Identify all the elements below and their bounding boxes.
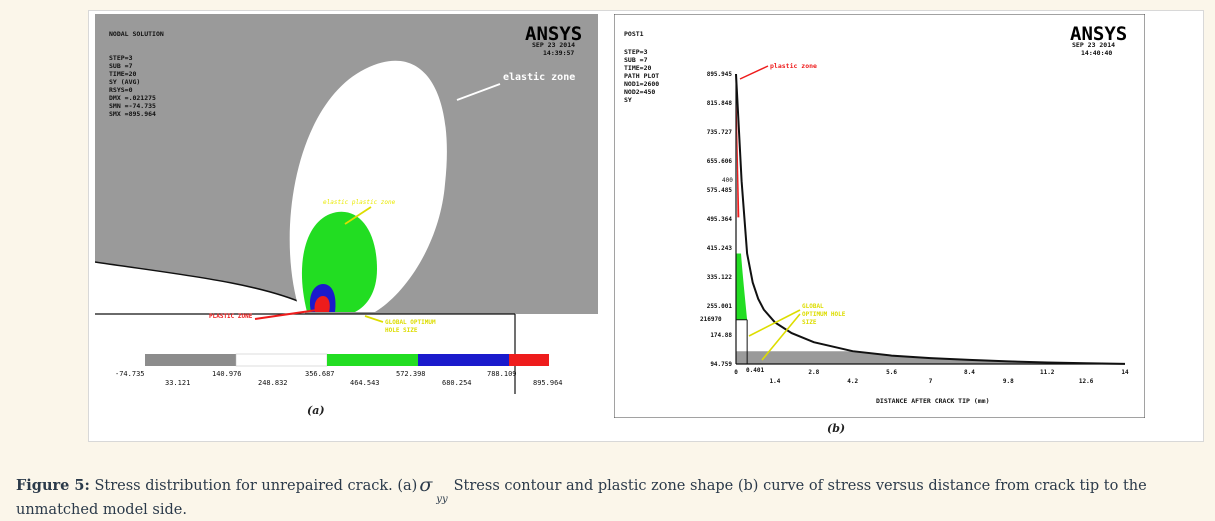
time-text: 14:39:57 [543,49,574,57]
x-tick-label: 0 [734,369,738,376]
legend-bottom-value: 680.254 [442,379,472,387]
caption-text: Stress distribution for unrepaired crack… [94,478,418,494]
y-tick-label: 94.759 [710,361,732,368]
header-line: NODAL SOLUTION [109,30,164,38]
header-line: TIME=20 [624,64,651,72]
contour-panel: NODAL SOLUTION STEP=3 SUB =7 TIME=20 SY … [95,14,598,394]
plastic-zone-label: plastic zone [770,62,817,70]
elastic-plastic-label: elastic plastic zone [323,199,396,206]
x-tick-label: 12.6 [1079,378,1094,385]
hole-size-label: HOLE SIZE [385,327,418,334]
panel-b-label: (b) [827,422,846,435]
legend-bottom-value: 33.121 [165,379,190,387]
y-tick-label: 735.727 [707,129,733,136]
elastic-zone-label: elastic zone [503,71,575,83]
x-tick-label: 7 [929,378,933,385]
figure-caption: Figure 5: Stress distribution for unrepa… [16,473,1206,521]
date-text: SEP 23 2014 [1072,41,1115,49]
hole-size-label: OPTIMUM HOLE [802,311,846,318]
legend-top-value: -74.735 [115,370,145,378]
color-legend [145,353,549,367]
y-tick-label: 895.945 [707,71,733,78]
y-tick-label: 495.364 [707,216,733,223]
header-line: RSYS=0 [109,86,133,94]
header-line: SUB =7 [109,62,133,70]
hole-size-label: GLOBAL OPTIMUM [385,319,436,326]
header-line: NOD2=450 [624,88,655,96]
x-tick-label: 5.6 [886,369,897,376]
panel-a-label: (a) [307,404,325,417]
y-tick-label: 655.606 [707,158,733,165]
legend-top-value: 140.976 [212,370,242,378]
header-line: DMX =.021275 [109,94,156,102]
hole-size-label: GLOBAL [802,303,824,310]
plot-area: 895.945 815.848 735.727 655.606 575.485 495.3… [707,71,1129,385]
hole-size-label: SIZE [802,319,817,326]
y-tick-label: 815.848 [707,100,733,107]
date-text: SEP 23 2014 [532,41,575,49]
x-tick-label: 9.8 [1003,378,1014,385]
ansys-logo: ANSYS [525,23,582,45]
header-line: SMX =895.964 [109,110,156,118]
sigma-subscript: yy [436,494,448,505]
x-tick-label: 4.2 [847,378,858,385]
x-tick-label: 11.2 [1040,369,1055,376]
header-line: NOD1=2600 [624,80,659,88]
plastic-red-zone [314,296,330,312]
caption-text: Stress contour and plastic zone shape (b… [16,478,1147,518]
marker-label: 0.401 [746,367,764,374]
header-line: PATH PLOT [624,72,659,80]
crack-line [95,261,306,305]
x-axis-title: DISTANCE AFTER CRACK TIP (mm) [876,397,990,405]
header-line: STEP=3 [109,54,133,62]
time-text: 14:40:40 [1081,49,1112,57]
ansys-logo: ANSYS [1070,23,1127,45]
marker-label: 400 [722,177,733,184]
legend-top-value: 788.109 [487,370,517,378]
y-tick-label: 415.243 [707,245,733,252]
y-tick-label: 174.88 [710,332,732,339]
x-tick-label: 14 [1121,369,1129,376]
legend-bottom-value: 895.964 [533,379,563,387]
header-line: SUB =7 [624,56,648,64]
x-tick-label: 8.4 [964,369,975,376]
header-line: TIME=20 [109,70,136,78]
legend-top-value: 572.398 [396,370,426,378]
y-tick-label: 255.001 [707,303,733,310]
stress-curve-line [735,73,1126,365]
x-tick-label: 2.8 [808,369,819,376]
plastic-zone-label: PLASTIC ZONE [209,313,253,320]
elastic-zone-arrow [456,83,501,101]
stress-curve-panel: POST1 STEP=3 SUB =7 TIME=20 PATH PLOT NO… [614,14,1145,418]
sigma-symbol: σ [419,474,433,496]
header-line: POST1 [624,30,644,38]
header-line: STEP=3 [624,48,648,56]
marker-label: 216970 [700,316,722,323]
x-tick-label: 1.4 [769,378,780,385]
caption-figure-number: Figure 5: [16,477,90,494]
elastic-plastic-area [736,253,748,320]
legend-bottom-value: 248.832 [258,379,288,387]
legend-top-value: 356.687 [305,370,335,378]
header-line: SY (AVG) [109,78,140,86]
elastic-area [736,351,1125,364]
y-tick-label: 575.485 [707,187,733,194]
header-line: SY [624,96,632,104]
header-line: SMN =-74.735 [109,102,156,110]
y-tick-label: 335.122 [707,274,733,281]
legend-bottom-value: 464.543 [350,379,380,387]
